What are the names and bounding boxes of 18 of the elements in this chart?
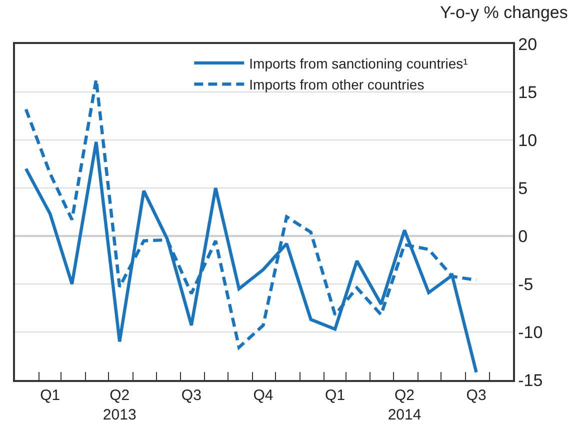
x-tick-label: Q2 2014 [388,386,422,424]
y-tick-label: 15 [518,82,538,102]
y-tick-label: -5 [518,274,534,294]
y-tick-label: 0 [518,226,528,246]
x-tick-label: Q4 [253,386,274,404]
x-tick-label: Q3 [181,386,202,404]
y-tick-label: -10 [518,322,543,342]
y-tick-label: 5 [518,178,528,198]
y-tick-label: -15 [518,370,543,390]
x-tick-label: Q3 [466,386,486,404]
y-tick-label: 10 [518,130,538,150]
x-tick-label: Q1 [40,386,60,404]
y-axis-title: Y-o-y % changes [440,3,568,22]
y-tick-label: 20 [518,34,538,54]
x-tick-label: Q1 [325,386,346,404]
legend-label: Imports from sanctioning countries¹ [249,55,468,72]
x-tick-label: Q2 2013 [102,386,136,424]
legend-label: Imports from other countries [249,76,424,93]
